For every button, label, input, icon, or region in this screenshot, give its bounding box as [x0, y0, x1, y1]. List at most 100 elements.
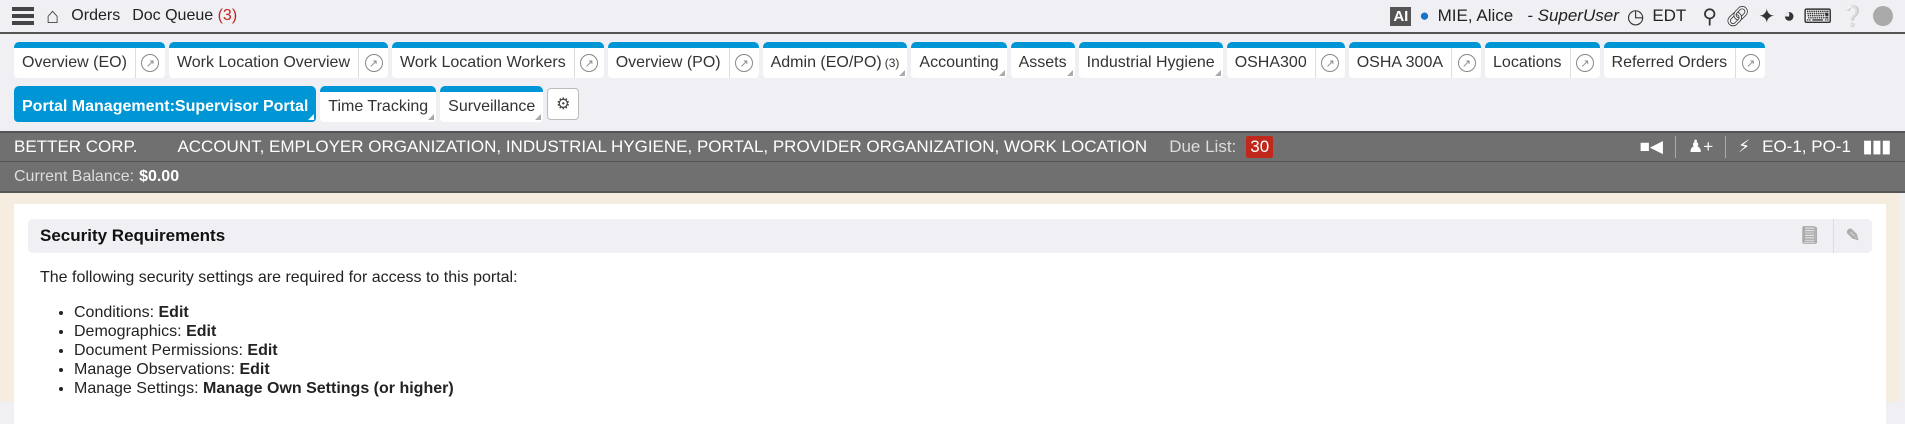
popout-button[interactable]: ↗	[358, 48, 388, 78]
book-icon[interactable]: 📘︎	[1799, 226, 1821, 245]
tab-locations[interactable]: Locations ↗	[1485, 42, 1600, 78]
tab-label-text: Work Location Overview	[176, 54, 351, 71]
user-name[interactable]: MIE, Alice	[1437, 6, 1514, 25]
user-icon: ●	[1419, 6, 1430, 25]
scrollbar[interactable]	[1900, 193, 1905, 402]
home-icon[interactable]: ⌂	[46, 3, 60, 28]
status-indicator	[1873, 6, 1893, 26]
balance-value: $0.00	[139, 167, 180, 185]
tab-count: (3)	[884, 56, 900, 70]
requirement-item: Conditions: Edit	[74, 303, 1886, 322]
globe-icon[interactable]: ◕	[1783, 4, 1796, 27]
tab-industrial-hygiene[interactable]: Industrial Hygiene	[1078, 42, 1223, 78]
doc-queue-label: Doc Queue	[132, 7, 214, 24]
popout-icon: ↗	[1457, 54, 1476, 72]
tab-overview-eo-[interactable]: Overview (EO) ↗	[14, 42, 165, 78]
timezone[interactable]: EDT	[1652, 6, 1687, 25]
keyboard-icon[interactable]: ⌨	[1803, 5, 1833, 28]
divider	[1725, 136, 1727, 158]
tab-time-tracking[interactable]: Time Tracking	[320, 86, 437, 122]
doc-queue-link[interactable]: Doc Queue (3)	[132, 7, 237, 25]
requirement-item: Manage Observations: Edit	[74, 360, 1886, 379]
tab-label: Overview (PO)	[608, 48, 729, 78]
tab-label-text: Admin (EO/PO)	[770, 54, 882, 71]
popout-button[interactable]: ↗	[728, 48, 759, 78]
tab-bar: Overview (EO) ↗ Work Location Overview ↗ Wor…	[0, 34, 1905, 122]
link-icon[interactable]: 🔗︎	[1724, 5, 1751, 28]
tab-work-location-overview[interactable]: Work Location Overview ↗	[168, 42, 389, 78]
popout-button[interactable]: ↗	[1314, 48, 1345, 78]
tab-label-text: Industrial Hygiene	[1086, 54, 1215, 71]
organization-name: BETTER CORP.	[14, 137, 138, 156]
menu-icon[interactable]	[12, 7, 34, 25]
requirement-level: Edit	[247, 342, 278, 359]
tab-label: OSHA300	[1227, 48, 1315, 78]
tab-surveillance[interactable]: Surveillance	[440, 86, 544, 122]
popout-icon: ↗	[580, 54, 599, 72]
tab-label: Accounting	[911, 48, 1006, 78]
requirement-item: Manage Settings: Manage Own Settings (or…	[74, 379, 1886, 398]
tab-label: Time Tracking	[328, 98, 429, 115]
popout-icon: ↗	[1321, 54, 1340, 72]
tab-referred-orders[interactable]: Referred Orders ↗	[1603, 42, 1766, 78]
tab-label: Surveillance	[448, 98, 536, 115]
popout-button[interactable]: ↗	[1451, 48, 1481, 78]
orders-link[interactable]: Orders	[71, 7, 121, 24]
tab-accounting[interactable]: Accounting	[911, 42, 1007, 78]
lightning-icon[interactable]: ⚡︎	[1738, 137, 1751, 156]
tab-label: Overview (EO)	[14, 48, 135, 78]
tab-label: Work Location Overview	[169, 48, 358, 78]
chart-icon[interactable]: ▮▮▮	[1862, 137, 1891, 156]
tab-label-text: OSHA 300A	[1356, 54, 1444, 71]
tab-assets[interactable]: Assets	[1010, 42, 1075, 78]
pencil-icon[interactable]: ✎	[1832, 219, 1872, 253]
organization-types: ACCOUNT, EMPLOYER ORGANIZATION, INDUSTRI…	[177, 137, 1148, 156]
tab-label-text: OSHA300	[1234, 54, 1307, 71]
tab-work-location-workers[interactable]: Work Location Workers ↗	[392, 42, 604, 78]
balance-label: Current Balance:	[14, 167, 135, 185]
magic-wand-icon[interactable]: ✦	[1758, 5, 1776, 28]
tab-osha300[interactable]: OSHA300 ↗	[1226, 42, 1345, 78]
popout-icon: ↗	[364, 54, 383, 72]
tab-label: Industrial Hygiene	[1079, 48, 1223, 78]
tab-overview-po-[interactable]: Overview (PO) ↗	[607, 42, 759, 78]
tab-osha-300a[interactable]: OSHA 300A ↗	[1348, 42, 1482, 78]
security-panel: Security Requirements 📘︎ ✎ The following…	[14, 204, 1886, 424]
due-list-label: Due List:	[1169, 137, 1237, 156]
context-bar: BETTER CORP. ACCOUNT, EMPLOYER ORGANIZAT…	[0, 131, 1905, 162]
help-icon[interactable]: ❔	[1840, 5, 1865, 28]
popout-button[interactable]: ↗	[1735, 48, 1765, 78]
tab-label: Work Location Workers	[392, 48, 574, 78]
requirement-name: Conditions:	[74, 304, 155, 321]
add-user-icon[interactable]: ♟+	[1688, 137, 1714, 156]
popout-button[interactable]: ↗	[134, 48, 165, 78]
popout-icon: ↗	[141, 54, 160, 72]
section-header: Security Requirements 📘︎ ✎	[28, 219, 1872, 253]
context-ids[interactable]: EO-1, PO-1	[1762, 137, 1851, 156]
requirement-level: Manage Own Settings (or higher)	[202, 380, 454, 397]
requirements-list: Conditions: EditDemographics: EditDocume…	[74, 303, 1886, 398]
due-list-count[interactable]: 30	[1246, 136, 1274, 158]
popout-button[interactable]: ↗	[1569, 48, 1600, 78]
popout-icon: ↗	[1576, 54, 1595, 72]
tab-label: Portal Management:Supervisor Portal	[22, 98, 309, 115]
user-role: - SuperUser	[1527, 6, 1619, 25]
tab-label-text: Assets	[1018, 54, 1067, 71]
ai-button[interactable]: AI	[1390, 6, 1412, 26]
tab-label-text: Overview (EO)	[22, 54, 127, 71]
tab-label: Referred Orders	[1604, 48, 1736, 78]
tab-admin-eo-po-[interactable]: Admin (EO/PO) (3)	[762, 42, 908, 78]
tab-label: Assets	[1011, 48, 1075, 78]
popout-icon: ↗	[735, 54, 754, 72]
tab-settings-button[interactable]: ⚙	[547, 88, 580, 120]
tab-label: OSHA 300A	[1349, 48, 1451, 78]
tab-label-text: Work Location Workers	[400, 54, 566, 71]
video-icon[interactable]: ■◀	[1639, 137, 1663, 156]
popout-button[interactable]: ↗	[573, 48, 604, 78]
tab-portal-management-supervisor-portal[interactable]: Portal Management:Supervisor Portal	[14, 86, 317, 122]
requirement-level: Edit	[186, 323, 217, 340]
requirement-item: Demographics: Edit	[74, 322, 1886, 341]
search-icon[interactable]: ⚲	[1702, 5, 1717, 28]
content-area: Security Requirements 📘︎ ✎ The following…	[0, 193, 1900, 424]
tab-label: Admin (EO/PO) (3)	[763, 48, 908, 78]
